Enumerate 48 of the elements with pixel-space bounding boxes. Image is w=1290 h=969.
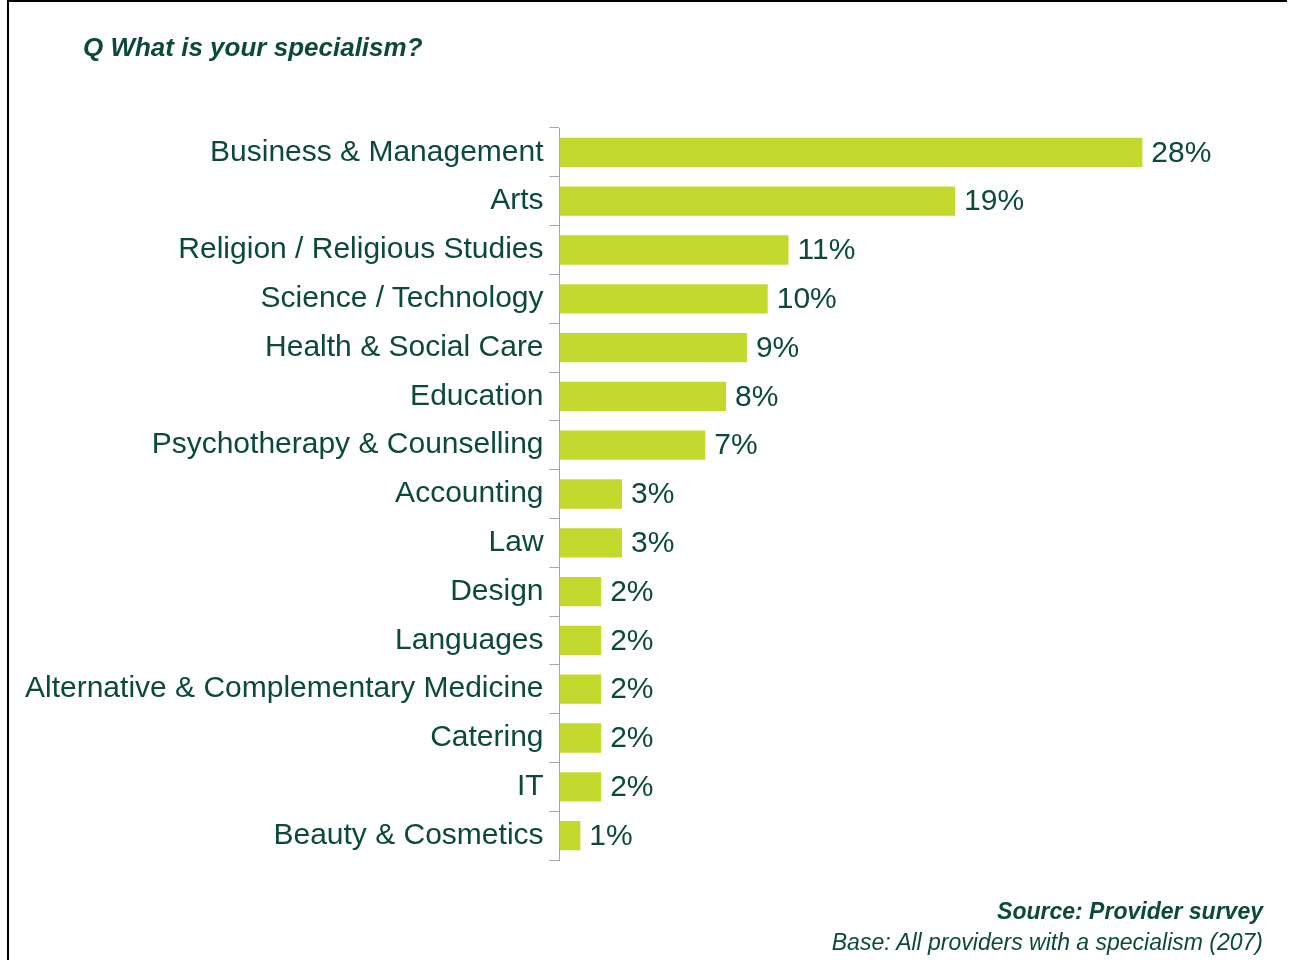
y-tick-label: Science / Technology	[260, 280, 544, 314]
bar	[559, 284, 768, 314]
y-tick-label: Business & Management	[210, 133, 545, 167]
data-label: 10%	[776, 281, 837, 315]
data-label: 2%	[610, 671, 654, 705]
bar	[559, 674, 602, 704]
y-tick-label: Arts	[490, 182, 544, 216]
data-label: 9%	[755, 329, 800, 363]
y-tick-label: Psychotherapy & Counselling	[151, 426, 544, 460]
y-tick-label: Catering	[430, 719, 544, 753]
bar	[559, 576, 602, 607]
y-tick-label: IT	[516, 768, 544, 802]
text: Base: All providers with a specialism (207)	[831, 929, 1263, 956]
bar	[559, 332, 747, 363]
y-tick-label: Health & Social Care	[265, 328, 544, 362]
data-label: 19%	[964, 183, 1025, 217]
y-tick-label: Languages	[395, 621, 544, 655]
data-label: 3%	[631, 525, 675, 559]
bar	[559, 430, 706, 460]
y-tick-label: Design	[450, 572, 544, 606]
bar	[559, 723, 602, 753]
data-label: 2%	[610, 769, 654, 803]
data-label: 2%	[610, 622, 654, 656]
bar	[559, 186, 956, 216]
bar	[559, 479, 622, 509]
data-label: 1%	[589, 817, 633, 851]
y-tick-label: Education	[410, 377, 544, 411]
bar	[559, 625, 602, 656]
data-label: 2%	[610, 573, 654, 607]
y-tick-label: Beauty & Cosmetics	[273, 816, 544, 850]
bar	[559, 528, 622, 558]
data-label: 7%	[714, 427, 758, 461]
y-tick-label: Alternative & Complementary Medicine	[24, 670, 544, 704]
bar	[559, 137, 1143, 168]
text: Q What is your specialism?	[83, 32, 423, 63]
source-note: Source: Provider survey	[996, 898, 1263, 925]
y-tick-label: Accounting	[395, 475, 544, 509]
y-tick-label: Law	[488, 524, 544, 558]
bar	[559, 381, 727, 412]
data-label: 11%	[797, 232, 856, 266]
bar	[559, 235, 789, 265]
bar	[559, 820, 581, 851]
bar	[559, 772, 602, 802]
data-label: 28%	[1151, 134, 1212, 168]
data-label: 8%	[735, 378, 779, 412]
data-label: 2%	[610, 720, 654, 754]
y-tick-label: Religion / Religious Studies	[178, 231, 544, 265]
data-label: 3%	[631, 476, 675, 510]
